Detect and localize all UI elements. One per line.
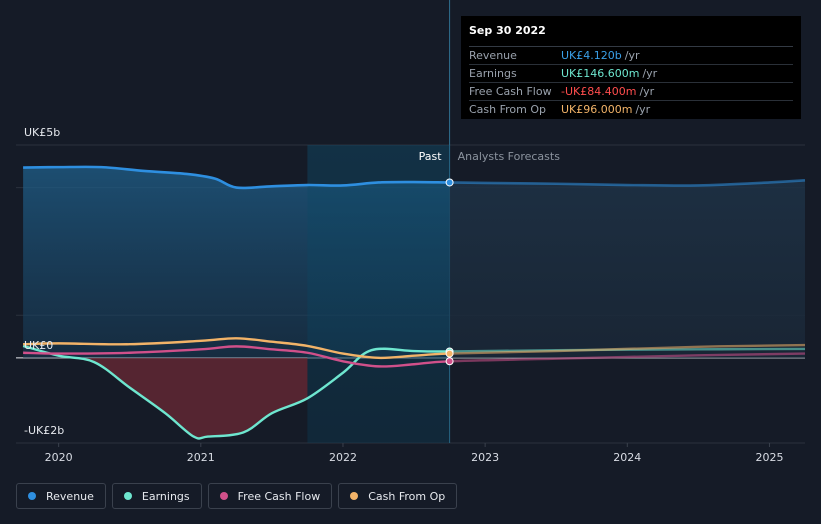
tooltip-unit: /yr xyxy=(639,85,655,98)
tooltip-unit: /yr xyxy=(624,49,640,62)
cash-from-op-marker xyxy=(445,349,454,358)
legend-label: Revenue xyxy=(46,489,94,503)
tooltip-value: UK£4.120b xyxy=(561,49,622,62)
tooltip-row-cash-from-op: Cash From Op UK£96.000m /yr xyxy=(469,101,793,118)
legend-item-earnings[interactable]: Earnings xyxy=(111,483,202,509)
highlight-band xyxy=(307,145,450,443)
tooltip-value: -UK£84.400m xyxy=(561,85,637,98)
free-cash-flow-line-forecast xyxy=(449,352,806,363)
tooltip-panel: Sep 30 2022 Revenue UK£4.120b /yr Earnin… xyxy=(461,16,801,119)
legend-label: Free Cash Flow xyxy=(237,489,321,503)
tooltip-label: Free Cash Flow xyxy=(469,85,552,98)
x-tick-label: 2023 xyxy=(471,451,499,464)
tooltip-unit: /yr xyxy=(642,67,658,80)
earnings-line-past xyxy=(22,344,450,440)
tooltip-date: Sep 30 2022 xyxy=(469,24,793,47)
revenue-line-forecast xyxy=(449,179,806,187)
legend-label: Cash From Op xyxy=(368,489,446,503)
y-tick-label: -UK£2b xyxy=(24,424,64,437)
cash-from-op-line-past xyxy=(23,337,450,360)
x-tick-label: 2025 xyxy=(755,451,783,464)
free-cash-flow-marker xyxy=(445,357,454,366)
y-tick-label: UK£0 xyxy=(24,339,53,352)
legend-dot-icon xyxy=(28,492,36,500)
legend-item-free-cash-flow[interactable]: Free Cash Flow xyxy=(207,483,333,509)
chart-areas xyxy=(23,145,805,443)
chart-markers xyxy=(445,178,454,366)
x-tick-label: 2022 xyxy=(329,451,357,464)
x-tick-label: 2024 xyxy=(613,451,641,464)
y-tick-label: UK£5b xyxy=(24,126,60,139)
legend-item-cash-from-op[interactable]: Cash From Op xyxy=(338,483,458,509)
earnings-negative-area xyxy=(75,357,308,439)
legend-dot-icon xyxy=(350,492,359,500)
tooltip-value: UK£96.000m xyxy=(561,103,633,116)
legend-dot-icon xyxy=(219,492,228,500)
cash-from-op-line-forecast xyxy=(449,343,806,355)
revenue-line-past xyxy=(23,165,450,190)
revenue-area-forecast xyxy=(449,180,805,358)
tooltip-row-earnings: Earnings UK£146.600m /yr xyxy=(469,65,793,83)
free-cash-flow-line-past xyxy=(23,345,450,368)
past-label: Past xyxy=(419,150,443,163)
axis-ticks: UK£5b UK£0 -UK£2b 2020 2021 2022 2023 2024 2025 xyxy=(24,126,783,464)
tooltip-row-revenue: Revenue UK£4.120b /yr xyxy=(469,47,793,65)
forecast-label: Analysts Forecasts xyxy=(458,150,561,163)
x-tick-label: 2020 xyxy=(45,451,73,464)
tooltip-unit: /yr xyxy=(635,103,651,116)
tooltip-label: Earnings xyxy=(469,67,517,80)
tooltip-label: Revenue xyxy=(469,49,517,62)
x-tick-label: 2021 xyxy=(187,451,215,464)
legend: Revenue Earnings Free Cash Flow Cash Fro… xyxy=(16,483,458,509)
legend-item-revenue[interactable]: Revenue xyxy=(16,483,106,509)
tooltip-value: UK£146.600m xyxy=(561,67,640,80)
tooltip-row-free-cash-flow: Free Cash Flow -UK£84.400m /yr xyxy=(469,83,793,101)
tooltip-label: Cash From Op xyxy=(469,103,547,116)
legend-label: Earnings xyxy=(141,489,190,503)
revenue-marker xyxy=(445,178,454,187)
legend-dot-icon xyxy=(123,492,132,500)
chart-lines xyxy=(22,165,806,440)
